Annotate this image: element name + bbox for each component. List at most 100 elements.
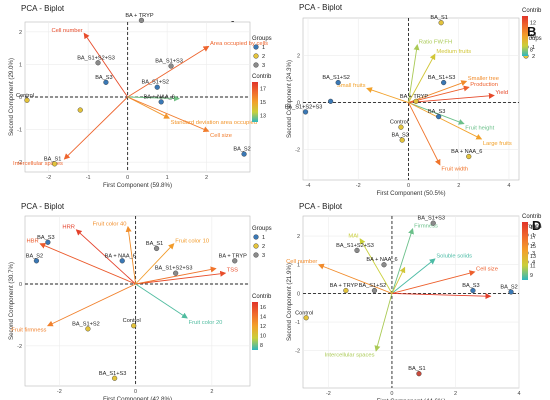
x-tick-label: 0 — [126, 175, 129, 181]
point-label: BA_S2 — [391, 133, 408, 139]
legend-label: 2 — [262, 244, 265, 250]
loading-arrow — [391, 270, 476, 294]
point-label: BA_S1 — [146, 241, 163, 247]
point-label: BA_S1+S3 — [99, 371, 127, 377]
loading-arrow — [39, 242, 136, 285]
point-label: Control — [16, 93, 34, 99]
point-label: BA_S1+S2 — [141, 80, 169, 86]
loading-label: Fruit width — [441, 167, 468, 173]
point-label: BA_S1+S2+S3 — [77, 55, 115, 61]
loading-arrow — [408, 102, 483, 140]
data-point — [77, 107, 83, 113]
loading-arrow — [408, 102, 465, 125]
y-tick-label: -1 — [295, 320, 300, 326]
contrib-colorbar — [252, 302, 258, 350]
loading-arrow — [408, 53, 436, 103]
y-tick-label: -2 — [17, 344, 22, 350]
legend-groups-title: Groups — [522, 224, 542, 230]
loading-arrow — [366, 87, 409, 103]
y-tick-label: 2 — [19, 30, 22, 36]
data-point — [381, 262, 387, 268]
point-label: BA_S1+S3 — [428, 75, 456, 81]
loading-arrow — [135, 283, 188, 319]
loading-arrow — [408, 80, 468, 103]
loading-label: Soluble solids — [436, 254, 472, 260]
loading-arrow — [127, 96, 170, 119]
loading-arrow — [408, 85, 470, 103]
point-label: BA_S1+S3 — [417, 216, 445, 222]
plot-area — [24, 215, 251, 387]
legend-swatch — [253, 243, 259, 249]
legend-contrib-title: Contrib — [522, 8, 542, 14]
loading-label: Fruit firmness — [11, 328, 46, 334]
point-label: BA + NAA_6 — [451, 149, 482, 155]
y-tick-label: 1 — [297, 263, 300, 269]
legend-swatch — [253, 44, 259, 50]
legend-label: 3 — [532, 251, 535, 257]
legend-swatch — [253, 53, 259, 59]
loading-label: TSS — [227, 268, 238, 274]
loading-arrow — [127, 96, 210, 133]
point-label: BA_S3 — [462, 283, 479, 289]
loading-arrow — [374, 293, 393, 352]
panel-letter: B — [527, 24, 536, 39]
point-label: BA + NAA_6 — [105, 253, 136, 259]
loading-label: Firmness — [414, 223, 438, 229]
point-label: BA + TRYP — [400, 94, 429, 100]
loading-arrow — [391, 266, 406, 294]
y-tick-label: -2 — [295, 147, 300, 153]
loading-arrow — [63, 96, 128, 160]
x-tick-label: 2 — [454, 391, 457, 397]
x-tick-label: -2 — [356, 183, 361, 189]
loading-arrow — [317, 263, 393, 294]
contrib-tick-label: 12 — [530, 21, 536, 27]
x-axis-label: First Component (50.5%) — [376, 190, 445, 197]
legend-label: 1 — [262, 45, 265, 51]
point-label: BA + TRYP — [330, 283, 359, 289]
panel-title: PCA - Biplot — [21, 202, 65, 211]
contrib-tick-label: 8 — [260, 343, 263, 349]
point-label: BA_S2 — [26, 253, 43, 259]
y-tick-label: -1 — [17, 128, 22, 134]
loading-arrow — [408, 102, 441, 166]
contrib-colorbar — [522, 16, 528, 56]
x-tick-label: 4 — [507, 183, 510, 189]
data-point — [441, 79, 447, 86]
point-label: Control — [123, 318, 141, 324]
point-label: BA + TRYP — [219, 253, 248, 259]
y-axis-label: Second Component (21.9%) — [286, 263, 293, 341]
x-tick-label: 0 — [390, 391, 393, 397]
y-axis-label: Second Component (30.7%) — [8, 262, 15, 340]
loading-arrow — [75, 229, 136, 285]
legend-groups-title: Groups — [252, 36, 272, 42]
data-point — [168, 63, 174, 69]
data-point — [354, 247, 360, 254]
point-label: BA_S3 — [428, 109, 445, 115]
point-label: BA_S3 — [37, 235, 54, 241]
panel-title: PCA - Biplot — [21, 4, 65, 13]
y-tick-label: 0 — [297, 291, 300, 297]
data-point — [85, 326, 91, 332]
contrib-colorbar — [252, 82, 258, 122]
panel-title: PCA - Biplot — [299, 202, 343, 211]
data-point — [470, 287, 476, 294]
loading-label: Production — [470, 82, 498, 88]
point-label: Control — [390, 120, 408, 126]
data-point — [158, 99, 164, 105]
legend-swatch — [253, 62, 259, 68]
legend-swatch — [253, 234, 259, 240]
data-point — [33, 258, 40, 264]
x-tick-label: -1 — [86, 175, 91, 181]
data-point — [95, 60, 101, 66]
y-tick-label: 0 — [19, 282, 22, 288]
data-point — [371, 287, 378, 294]
data-point — [399, 137, 405, 143]
data-point — [328, 98, 334, 104]
data-point — [103, 79, 109, 85]
contrib-tick-label: 13 — [530, 254, 536, 260]
loading-arrow — [391, 292, 492, 300]
contrib-tick-label: 19 — [530, 225, 536, 231]
y-tick-label: -2 — [295, 349, 300, 355]
data-point — [416, 371, 422, 377]
loading-arrow — [408, 44, 420, 103]
